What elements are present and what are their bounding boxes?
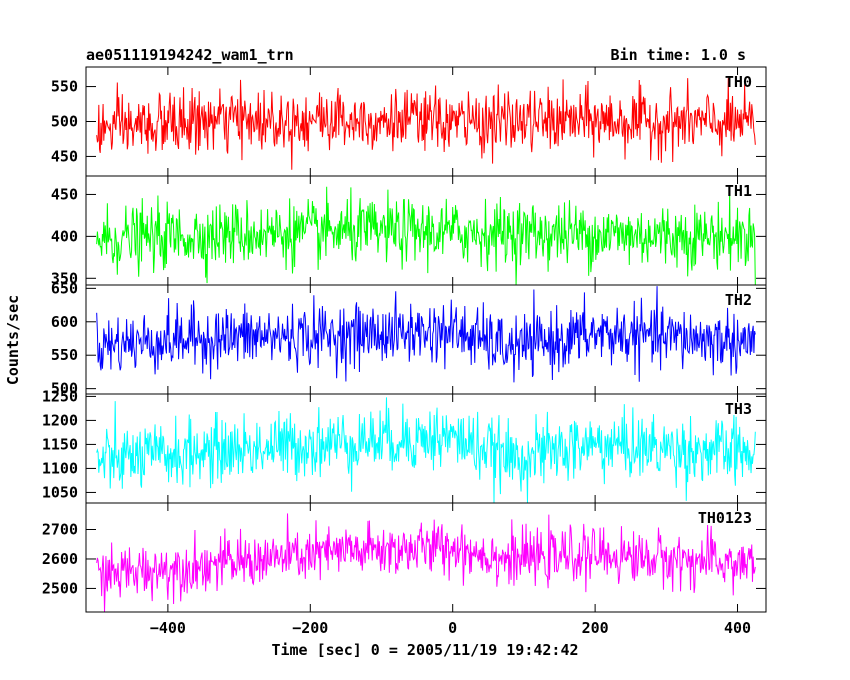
- y-tick-label: 350: [51, 269, 78, 287]
- x-axis-label: Time [sec] 0 = 2005/11/19 19:42:42: [271, 641, 578, 659]
- y-tick-label: 500: [51, 113, 78, 131]
- series-line-th2: [96, 286, 756, 383]
- y-tick-label: 450: [51, 185, 78, 203]
- x-tick-label: −400: [150, 619, 186, 637]
- y-tick-label: 1050: [42, 483, 78, 501]
- series-line-th3: [96, 397, 756, 503]
- y-tick-label: 500: [51, 380, 78, 398]
- y-tick-label: 2700: [42, 521, 78, 539]
- y-tick-label: 1150: [42, 435, 78, 453]
- panel-frame: [85, 502, 767, 613]
- x-tick-label: 0: [448, 619, 457, 637]
- chart-title-right: Bin time: 1.0 s: [611, 46, 746, 64]
- panel-label-th3: TH3: [725, 400, 752, 418]
- panel-th0: 450 500 550 TH0: [51, 66, 767, 177]
- y-tick-label: 1100: [42, 459, 78, 477]
- panel-label-th0123: TH0123: [698, 509, 752, 527]
- panel-th1: 350 400 450 TH1: [51, 175, 767, 287]
- series-line-th1: [96, 186, 756, 285]
- x-tick-label: 200: [582, 619, 609, 637]
- panel-th2: 500 550 600 650 TH2: [51, 279, 767, 398]
- y-tick-label: 550: [51, 346, 78, 364]
- chart-title-left: ae051119194242_wam1_trn: [86, 46, 294, 64]
- y-tick-label: 2600: [42, 550, 78, 568]
- y-tick-label: 400: [51, 227, 78, 245]
- y-tick-label: 1250: [42, 387, 78, 405]
- y-tick-label: 450: [51, 147, 78, 165]
- panel-label-th1: TH1: [725, 182, 752, 200]
- panels-group: 450 500 550 TH0 350 400 450 TH1 500 550 600 650 TH2 1…: [42, 66, 767, 637]
- y-tick-label: 600: [51, 313, 78, 331]
- panel-th3: 1050 1100 1150 1200 1250 TH3: [42, 387, 767, 504]
- panel-label-th2: TH2: [725, 291, 752, 309]
- y-tick-label: 650: [51, 279, 78, 297]
- x-tick-label: −200: [292, 619, 328, 637]
- y-axis-label: Counts/sec: [4, 295, 22, 385]
- y-tick-label: 1200: [42, 411, 78, 429]
- panel-label-th0: TH0: [725, 73, 752, 91]
- panel-th0123: 2500 2600 2700 TH0123: [42, 502, 767, 613]
- x-tick-label: 400: [724, 619, 751, 637]
- y-tick-label: 550: [51, 78, 78, 96]
- series-line-th0: [96, 78, 756, 170]
- y-tick-label: 2500: [42, 579, 78, 597]
- series-line-th0123: [96, 513, 756, 612]
